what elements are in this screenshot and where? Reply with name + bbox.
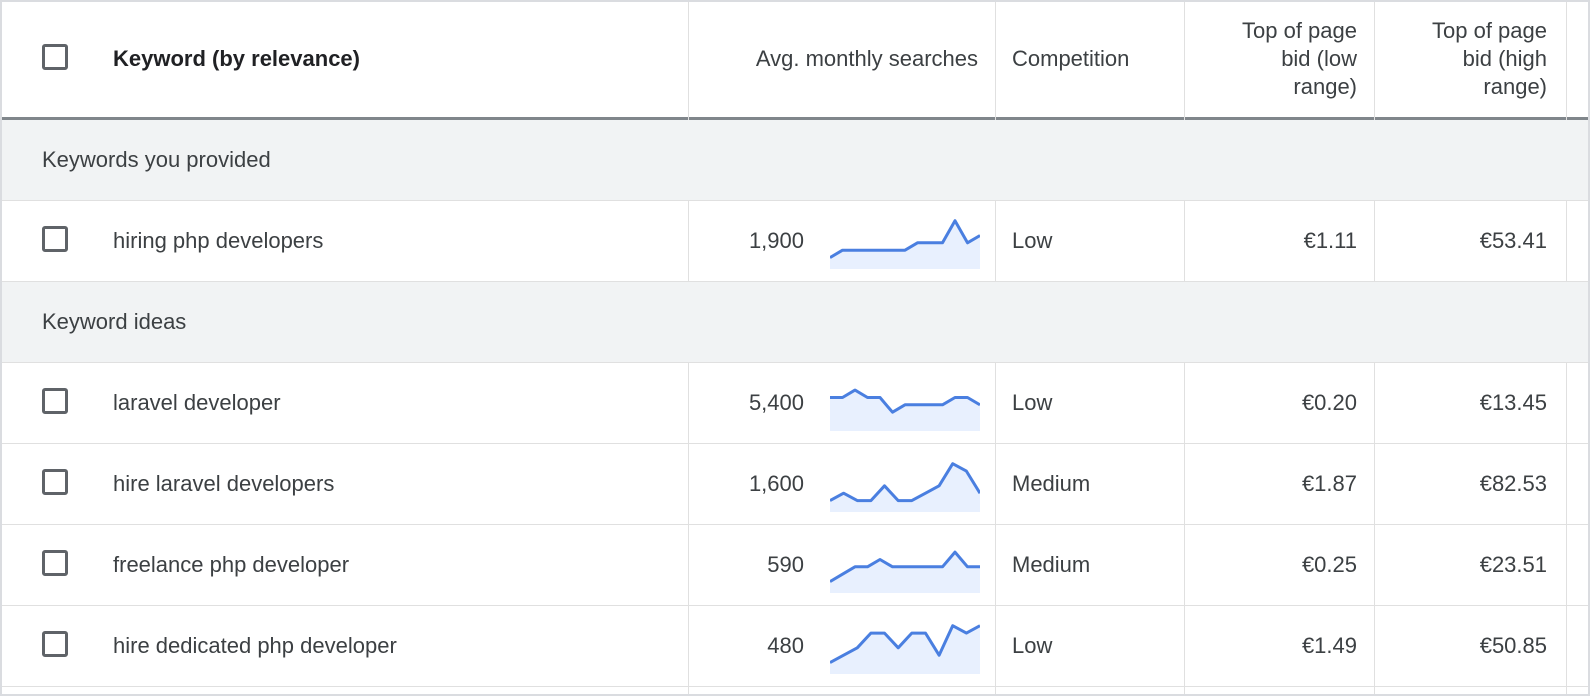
bid-low-cell: €0.25	[1301, 552, 1357, 577]
bid-high-cell: €53.41	[1479, 228, 1547, 253]
trend-sparkline	[830, 219, 980, 269]
trend-sparkline	[830, 624, 980, 674]
group-label-ideas: Keyword ideas	[42, 309, 187, 334]
table-row: hiring php developers 1,900 Low €1.11 €5…	[0, 201, 1590, 282]
row-checkbox[interactable]	[42, 388, 68, 414]
bid-high-cell: €82.53	[1479, 471, 1547, 496]
column-divider	[688, 201, 689, 282]
keyword-cell: hire laravel developers	[113, 471, 335, 496]
select-all-checkbox[interactable]	[42, 43, 68, 70]
table-header: Keyword (by relevance) Avg. monthly sear…	[0, 0, 1590, 120]
table-row: hire laravel developers 1,600 Medium €1.…	[0, 444, 1590, 525]
keyword-column-header[interactable]: Keyword (by relevance)	[113, 45, 360, 71]
row-checkbox[interactable]	[42, 469, 68, 495]
sparkline-line	[830, 624, 980, 664]
sparkline-line	[830, 550, 980, 583]
bid-low-cell: €0.20	[1301, 390, 1357, 415]
column-divider	[995, 363, 996, 696]
column-divider	[1374, 0, 1375, 120]
column-divider	[995, 0, 996, 120]
searches-cell: 5,400	[748, 390, 804, 415]
column-divider	[1184, 0, 1185, 120]
keyword-cell: hire dedicated php developer	[113, 633, 397, 658]
column-divider	[1184, 363, 1185, 696]
column-divider	[1566, 363, 1567, 696]
column-divider	[1374, 201, 1375, 282]
searches-cell: 590	[767, 552, 804, 577]
column-divider	[1374, 363, 1375, 696]
row-checkbox[interactable]	[42, 631, 68, 657]
searches-column-header[interactable]: Avg. monthly searches	[755, 45, 978, 71]
sparkline-area	[830, 552, 980, 593]
keyword-cell: hiring php developers	[113, 228, 324, 253]
group-row-ideas: Keyword ideas	[0, 282, 1590, 363]
bid-high-cell: €13.45	[1479, 390, 1547, 415]
table-row: laravel developer 5,400 Low €0.20 €13.45	[0, 363, 1590, 444]
bid-low-cell: €1.49	[1301, 633, 1357, 658]
competition-cell: Low	[1012, 228, 1053, 253]
competition-column-header[interactable]: Competition	[1012, 45, 1130, 71]
keyword-cell: freelance php developer	[113, 552, 350, 577]
group-row-provided: Keywords you provided	[0, 120, 1590, 201]
bid-low-column-header[interactable]: Top of page bid (low range)	[1190, 0, 1357, 117]
column-divider	[995, 201, 996, 282]
sparkline-area	[830, 463, 980, 512]
column-divider	[1566, 0, 1567, 120]
bid-low-cell: €1.11	[1303, 228, 1357, 253]
trend-sparkline	[830, 388, 980, 431]
sparkline-area	[830, 220, 980, 269]
searches-cell: 1,600	[748, 471, 804, 496]
column-divider	[1184, 201, 1185, 282]
keyword-cell: laravel developer	[113, 390, 281, 415]
bid-low-header-line2: bid (low	[1281, 45, 1357, 71]
sparkline-line	[830, 219, 980, 259]
sparkline-line	[830, 388, 980, 414]
bid-high-header-line2: bid (high	[1462, 45, 1547, 71]
bid-low-header-line3: range)	[1293, 73, 1357, 99]
bid-high-cell: €50.85	[1479, 633, 1547, 658]
column-divider	[1566, 201, 1567, 282]
trend-sparkline	[830, 550, 980, 593]
searches-cell: 480	[767, 633, 804, 658]
column-divider	[688, 363, 689, 696]
row-checkbox[interactable]	[42, 550, 68, 576]
sparkline-line	[830, 462, 980, 503]
bid-high-cell: €23.51	[1479, 552, 1547, 577]
sparkline-area	[830, 390, 980, 431]
bid-high-column-header[interactable]: Top of page bid (high range)	[1380, 0, 1547, 117]
competition-cell: Low	[1012, 633, 1053, 658]
bid-high-header-line3: range)	[1483, 73, 1547, 99]
competition-cell: Low	[1012, 390, 1053, 415]
bid-low-cell: €1.87	[1301, 471, 1357, 496]
bid-low-header-line1: Top of page	[1242, 17, 1357, 43]
trend-sparkline	[830, 462, 980, 512]
competition-cell: Medium	[1012, 552, 1091, 577]
group-label-provided: Keywords you provided	[42, 147, 271, 172]
table-row: hire dedicated php developer 480 Low €1.…	[0, 606, 1590, 687]
column-divider	[688, 0, 689, 120]
searches-cell: 1,900	[748, 228, 804, 253]
bid-high-header-line1: Top of page	[1432, 17, 1547, 43]
table-row: freelance php developer 590 Medium €0.25…	[0, 525, 1590, 606]
competition-cell: Medium	[1012, 471, 1091, 496]
row-checkbox[interactable]	[42, 226, 68, 252]
